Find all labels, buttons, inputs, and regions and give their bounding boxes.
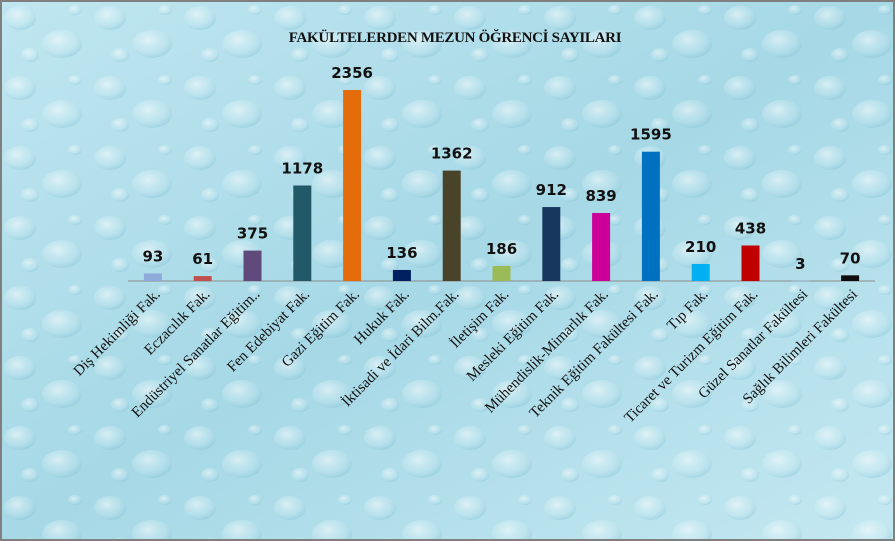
- bar: [443, 171, 461, 281]
- bar: [194, 276, 212, 281]
- value-label: 2356: [331, 64, 373, 82]
- bar: [841, 275, 859, 281]
- chart-title: FAKÜLTELERDEN MEZUN ÖĞRENCİ SAYILARI: [289, 29, 622, 46]
- bar: [293, 186, 311, 282]
- value-label: 1178: [281, 160, 323, 178]
- bar: [393, 270, 411, 281]
- value-label: 210: [685, 238, 716, 256]
- value-label: 70: [840, 249, 861, 267]
- value-label: 839: [585, 187, 616, 205]
- value-label: 93: [142, 247, 163, 265]
- bar: [493, 266, 511, 281]
- bar: [791, 281, 809, 282]
- value-label: 3: [795, 255, 805, 273]
- value-label: 1595: [630, 126, 672, 144]
- chart: FAKÜLTELERDEN MEZUN ÖĞRENCİ SAYILARI 93D…: [0, 0, 895, 541]
- bar: [343, 90, 361, 281]
- bar: [144, 273, 162, 281]
- value-label: 375: [237, 225, 268, 243]
- bar: [642, 152, 660, 281]
- bar: [542, 207, 560, 281]
- bar: [692, 264, 710, 281]
- value-label: 61: [192, 250, 213, 268]
- value-label: 186: [486, 240, 517, 258]
- value-label: 136: [386, 244, 417, 262]
- value-label: 1362: [431, 145, 473, 163]
- bar: [742, 245, 760, 281]
- value-label: 438: [735, 219, 766, 237]
- bar: [244, 251, 262, 281]
- bar: [592, 213, 610, 281]
- value-label: 912: [536, 181, 567, 199]
